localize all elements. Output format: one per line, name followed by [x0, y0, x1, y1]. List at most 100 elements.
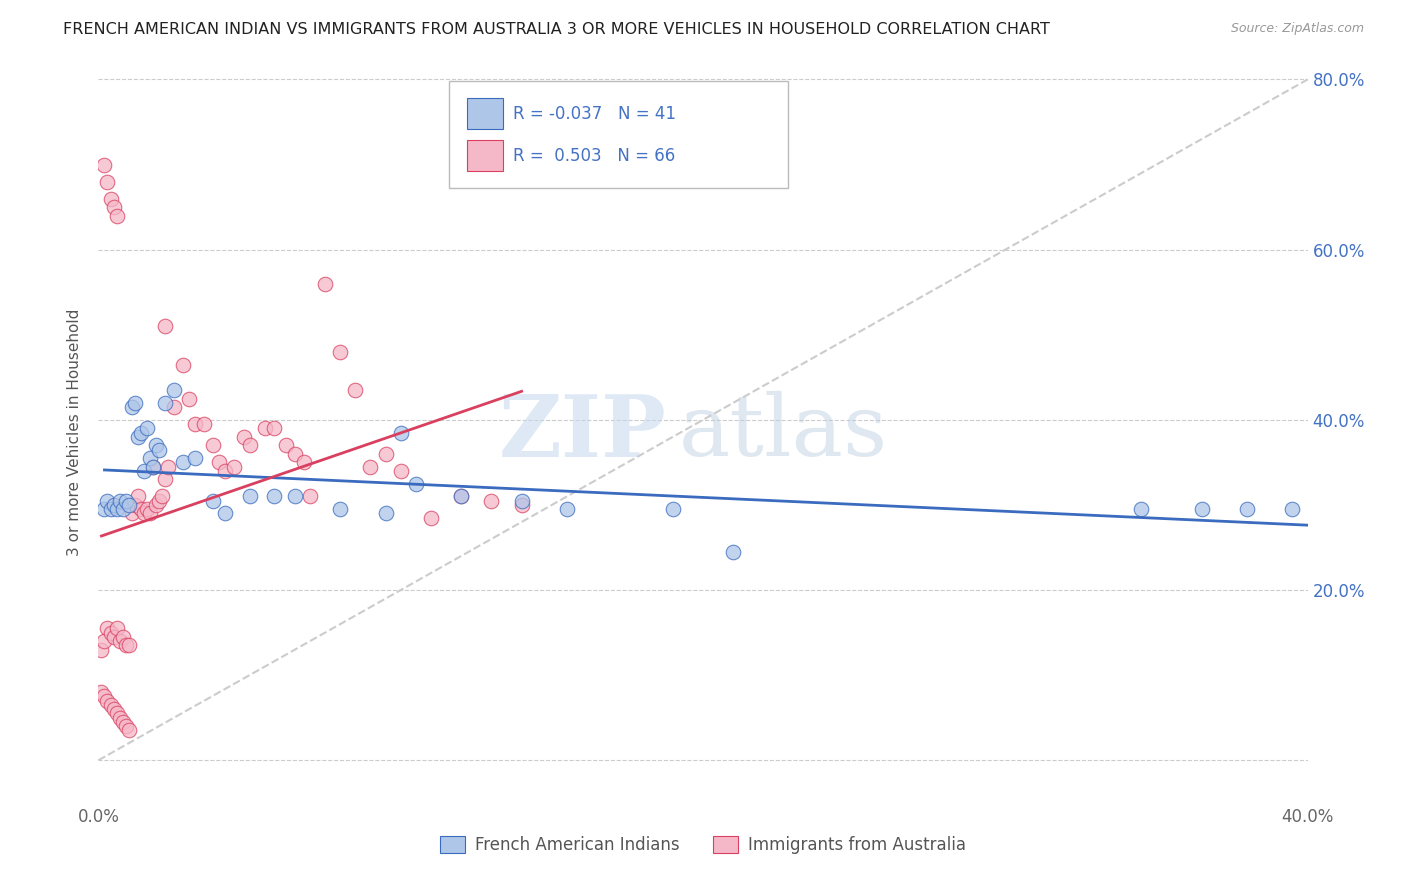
Point — [299, 490, 322, 504]
Point — [145, 438, 167, 452]
Point — [103, 630, 125, 644]
Point — [121, 507, 143, 521]
Point — [510, 493, 533, 508]
Point — [153, 472, 176, 486]
Point — [481, 493, 503, 508]
Point — [374, 447, 396, 461]
Point — [292, 455, 315, 469]
Point — [172, 358, 194, 372]
Point — [329, 502, 352, 516]
Point — [214, 464, 236, 478]
Point — [105, 706, 128, 721]
Text: FRENCH AMERICAN INDIAN VS IMMIGRANTS FROM AUSTRALIA 3 OR MORE VEHICLES IN HOUSEH: FRENCH AMERICAN INDIAN VS IMMIGRANTS FRO… — [63, 22, 1050, 37]
Point — [420, 510, 443, 524]
Point — [90, 685, 112, 699]
Point — [93, 690, 115, 704]
Point — [139, 507, 162, 521]
Point — [121, 400, 143, 414]
FancyBboxPatch shape — [467, 98, 503, 129]
Point — [389, 464, 412, 478]
Legend: French American Indians, Immigrants from Australia: French American Indians, Immigrants from… — [433, 830, 973, 861]
Point — [224, 459, 246, 474]
Point — [274, 438, 297, 452]
Point — [132, 507, 155, 521]
Y-axis label: 3 or more Vehicles in Household: 3 or more Vehicles in Household — [67, 309, 83, 557]
Point — [108, 634, 131, 648]
Point — [163, 383, 186, 397]
Point — [450, 490, 472, 504]
Text: ZIP: ZIP — [499, 391, 666, 475]
Point — [142, 459, 165, 474]
Point — [118, 639, 141, 653]
Point — [405, 476, 427, 491]
Point — [156, 459, 179, 474]
Point — [1130, 502, 1153, 516]
Point — [93, 502, 115, 516]
Point — [103, 702, 125, 716]
Point — [253, 421, 276, 435]
Point — [389, 425, 412, 440]
Point — [214, 507, 236, 521]
Point — [118, 723, 141, 738]
Point — [148, 442, 170, 457]
Point — [284, 447, 307, 461]
Point — [510, 498, 533, 512]
Point — [90, 642, 112, 657]
Point — [202, 493, 225, 508]
Point — [145, 498, 167, 512]
Point — [114, 493, 136, 508]
Point — [111, 714, 134, 729]
Point — [1281, 502, 1303, 516]
Point — [239, 438, 262, 452]
Point — [100, 698, 122, 712]
Point — [129, 425, 152, 440]
Point — [135, 502, 157, 516]
Point — [555, 502, 578, 516]
Point — [105, 621, 128, 635]
Point — [111, 630, 134, 644]
Point — [114, 719, 136, 733]
Point — [1191, 502, 1213, 516]
Point — [96, 621, 118, 635]
Point — [232, 430, 254, 444]
Point — [93, 634, 115, 648]
Point — [127, 430, 149, 444]
Point — [124, 498, 146, 512]
Point — [118, 498, 141, 512]
Point — [172, 455, 194, 469]
Point — [100, 192, 122, 206]
Point — [105, 209, 128, 223]
Point — [179, 392, 201, 406]
Point — [360, 459, 382, 474]
Point — [100, 625, 122, 640]
Point — [153, 396, 176, 410]
Point — [1236, 502, 1258, 516]
Point — [153, 319, 176, 334]
Point — [661, 502, 683, 516]
Point — [208, 455, 231, 469]
Point — [184, 417, 207, 431]
Point — [314, 277, 336, 291]
Point — [96, 694, 118, 708]
Text: R =  0.503   N = 66: R = 0.503 N = 66 — [513, 147, 675, 165]
Point — [450, 490, 472, 504]
Text: R = -0.037   N = 41: R = -0.037 N = 41 — [513, 105, 676, 123]
Point — [127, 490, 149, 504]
Point — [108, 711, 131, 725]
Point — [135, 421, 157, 435]
Point — [132, 464, 155, 478]
Point — [263, 421, 285, 435]
Point — [329, 344, 352, 359]
Point — [129, 502, 152, 516]
Point — [111, 502, 134, 516]
Point — [96, 493, 118, 508]
Text: atlas: atlas — [679, 391, 889, 475]
Point — [150, 490, 173, 504]
Point — [114, 639, 136, 653]
FancyBboxPatch shape — [449, 81, 787, 188]
FancyBboxPatch shape — [467, 140, 503, 171]
Point — [142, 459, 165, 474]
Point — [263, 490, 285, 504]
Point — [103, 498, 125, 512]
Point — [96, 175, 118, 189]
